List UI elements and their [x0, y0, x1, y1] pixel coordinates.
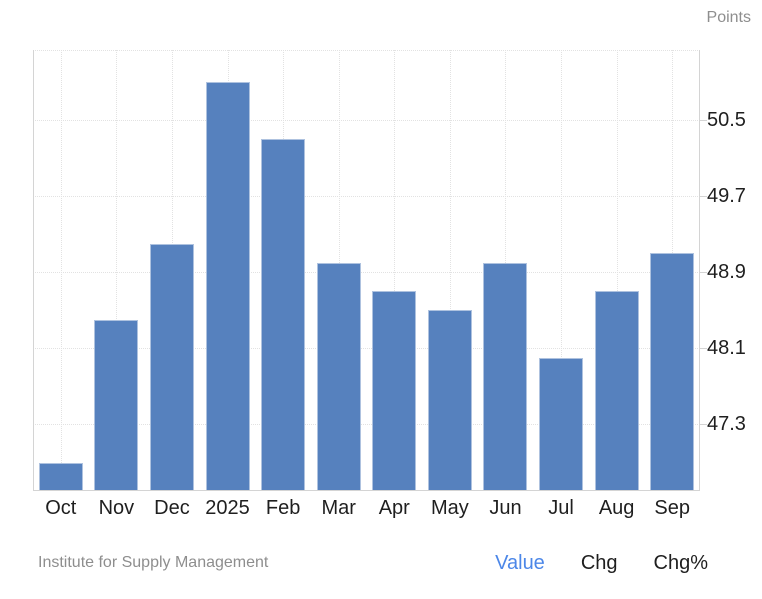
- bar-dec[interactable]: [149, 243, 194, 491]
- y-axis-label-49.7: 49.7: [707, 185, 746, 208]
- y-axis-tick-47.3: [700, 424, 707, 426]
- bar-2025[interactable]: [205, 82, 250, 491]
- bar-sep[interactable]: [650, 253, 695, 491]
- unit-label: Points: [706, 9, 751, 26]
- y-axis-label-48.9: 48.9: [707, 261, 746, 284]
- gridline-47.3: [33, 424, 700, 426]
- gridline-v-may: [449, 50, 451, 491]
- x-axis-label-sep: Sep: [654, 497, 690, 519]
- x-axis-label-feb: Feb: [265, 497, 301, 519]
- x-axis-label-2025: 2025: [205, 497, 250, 519]
- y-axis-label-50.5: 50.5: [707, 109, 746, 132]
- tab-chgpct[interactable]: Chg%: [653, 552, 708, 574]
- gridline-v-aug: [616, 50, 618, 491]
- gridline-v-apr: [394, 50, 396, 491]
- bar-oct[interactable]: [38, 462, 83, 491]
- x-axis-label-jul: Jul: [548, 497, 574, 519]
- x-axis-label-nov: Nov: [98, 497, 135, 519]
- y-axis-tick-48.1: [700, 348, 707, 350]
- y-axis-left-line: [33, 50, 34, 491]
- bar-jun[interactable]: [483, 262, 528, 491]
- x-axis-label-apr: Apr: [378, 497, 410, 519]
- gridline-top: [33, 50, 700, 51]
- x-axis-label-dec: Dec: [154, 497, 190, 519]
- bar-jul[interactable]: [539, 357, 584, 491]
- gridline-48.9: [33, 272, 700, 274]
- footer-tabs: Value Chg Chg%: [495, 551, 708, 575]
- bar-mar[interactable]: [316, 262, 361, 491]
- bar-apr[interactable]: [372, 291, 417, 491]
- tab-value[interactable]: Value: [495, 552, 545, 574]
- x-axis-line: [33, 490, 700, 491]
- gridline-v-oct: [60, 50, 62, 491]
- bar-may[interactable]: [427, 310, 472, 491]
- gridline-v-jul: [561, 50, 563, 491]
- bar-nov[interactable]: [94, 319, 139, 491]
- bar-aug[interactable]: [594, 291, 639, 491]
- x-axis-label-mar: Mar: [321, 497, 356, 519]
- y-axis-right-line: [699, 50, 700, 491]
- x-axis-label-jun: Jun: [489, 497, 522, 519]
- bar-feb[interactable]: [261, 139, 306, 491]
- y-axis-label-48.1: 48.1: [707, 337, 746, 360]
- gridline-48.1: [33, 348, 700, 350]
- y-axis-tick-49.7: [700, 196, 707, 198]
- x-axis-label-oct: Oct: [45, 497, 77, 519]
- x-axis-label-aug: Aug: [598, 497, 635, 519]
- tab-chg[interactable]: Chg: [580, 552, 618, 574]
- y-axis-label-47.3: 47.3: [707, 413, 746, 436]
- y-axis-tick-48.9: [700, 272, 707, 274]
- y-axis-tick-50.5: [700, 120, 707, 122]
- gridline-v-nov: [116, 50, 118, 491]
- gridline-49.7: [33, 196, 700, 198]
- x-axis-label-may: May: [430, 497, 469, 519]
- source-link[interactable]: Institute for Supply Management: [38, 554, 269, 571]
- gridline-50.5: [33, 120, 700, 122]
- plot-area: 47.3 48.1 48.9 49.7 50.5 Oct Nov Dec 2025 Feb Mar A…: [33, 50, 746, 519]
